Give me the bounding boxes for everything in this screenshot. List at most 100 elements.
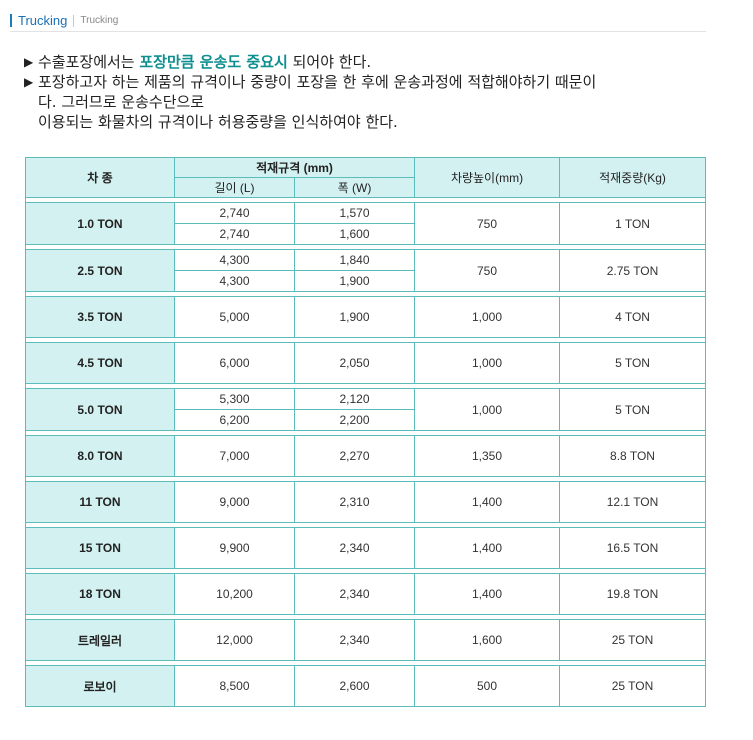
table-row: 11 TON 9,000 2,310 1,400 12.1 TON: [25, 481, 707, 523]
row-spacer-cell: [24, 291, 707, 297]
cell-width: 2,600: [293, 665, 416, 707]
row-spacer-cell: [24, 660, 707, 666]
row-spacer: [24, 660, 707, 666]
truck-spec-table: 차 종 적재규격 (mm) 차량높이(mm) 적재중량(Kg) 길이 (L) 폭…: [24, 157, 707, 707]
cell-width: 2,310: [293, 481, 416, 523]
cell-length: 9,000: [174, 481, 295, 523]
cell-vehicle-height: 750: [414, 249, 561, 292]
table-row: 4.5 TON 6,000 2,050 1,000 5 TON: [25, 342, 707, 384]
intro-line-2: ▶ 포장하고자 하는 제품의 규격이나 중량이 포장을 한 후에 운송과정에 적…: [24, 72, 714, 92]
cell-length: 8,500: [174, 665, 295, 707]
row-spacer: [24, 291, 707, 297]
row-spacer: [24, 197, 707, 203]
cell-length: 5,300: [174, 388, 295, 410]
cell-width: 2,340: [293, 527, 416, 569]
row-spacer: [24, 614, 707, 620]
cell-width: 1,900: [293, 270, 416, 292]
cell-length: 6,200: [174, 409, 295, 431]
cell-width: 2,050: [293, 342, 416, 384]
header-load: 적재중량(Kg): [559, 157, 707, 198]
cell-truck-type: 2.5 TON: [25, 249, 175, 292]
cell-load-weight: 25 TON: [559, 619, 707, 661]
cell-vehicle-height: 1,400: [414, 481, 561, 523]
cell-length: 4,300: [174, 249, 295, 271]
row-spacer-cell: [24, 337, 707, 343]
row-spacer: [24, 430, 707, 436]
cell-length: 7,000: [174, 435, 295, 477]
cell-vehicle-height: 1,350: [414, 435, 561, 477]
breadcrumb: Trucking: [80, 15, 119, 26]
cell-vehicle-height: 1,000: [414, 388, 561, 431]
cell-width: 1,840: [293, 249, 416, 271]
table-row: 5.0 TON 5,300 2,120 1,000 5 TON: [25, 388, 707, 431]
cell-vehicle-height: 1,000: [414, 296, 561, 338]
cell-length: 6,000: [174, 342, 295, 384]
page-title: Trucking: [18, 13, 68, 28]
intro-highlight: 포장만큼 운송도 중요시: [139, 53, 288, 71]
row-spacer-cell: [24, 244, 707, 250]
row-spacer-cell: [24, 522, 707, 528]
row-spacer-cell: [24, 568, 707, 574]
table-row: 6,200 2,200: [26, 409, 706, 431]
cell-width: 2,270: [293, 435, 416, 477]
row-spacer-cell: [24, 197, 707, 203]
title-accent-bar: [10, 14, 12, 27]
title-divider: [73, 14, 75, 27]
header-type: 차 종: [25, 157, 175, 198]
cell-truck-type: 로보이: [25, 665, 175, 707]
cell-vehicle-height: 1,600: [414, 619, 561, 661]
cell-width: 2,340: [293, 573, 416, 615]
table-header: 차 종 적재규격 (mm) 차량높이(mm) 적재중량(Kg) 길이 (L) 폭…: [25, 157, 707, 198]
row-spacer: [24, 522, 707, 528]
cell-width: 1,600: [293, 223, 416, 245]
cell-load-weight: 19.8 TON: [559, 573, 707, 615]
intro-line-3: 다. 그러므로 운송수단으로: [38, 93, 205, 111]
table-row: 8.0 TON 7,000 2,270 1,350 8.8 TON: [25, 435, 707, 477]
row-spacer: [24, 568, 707, 574]
table-body: 1.0 TON 2,740 1,570 750 1 TON 2,740 1,600 2.5 T…: [24, 197, 707, 707]
table-row: 18 TON 10,200 2,340 1,400 19.8 TON: [25, 573, 707, 615]
row-spacer: [24, 383, 707, 389]
table-row: 4,300 1,900: [26, 270, 706, 292]
cell-load-weight: 25 TON: [559, 665, 707, 707]
header-length: 길이 (L): [174, 177, 295, 198]
cell-truck-type: 3.5 TON: [25, 296, 175, 338]
table-row: 트레일러 12,000 2,340 1,600 25 TON: [25, 619, 707, 661]
cell-truck-type: 5.0 TON: [25, 388, 175, 431]
table-row: 2,740 1,600: [26, 223, 706, 245]
row-spacer: [24, 337, 707, 343]
page-header: Trucking Trucking: [10, 10, 706, 32]
cell-load-weight: 16.5 TON: [559, 527, 707, 569]
cell-length: 2,740: [174, 202, 295, 224]
row-spacer-cell: [24, 383, 707, 389]
cell-length: 10,200: [174, 573, 295, 615]
triangle-bullet-icon: ▶: [24, 55, 34, 69]
cell-width: 2,200: [293, 409, 416, 431]
table-row: 2.5 TON 4,300 1,840 750 2.75 TON: [25, 249, 707, 292]
row-spacer-cell: [24, 476, 707, 482]
table-row: 15 TON 9,900 2,340 1,400 16.5 TON: [25, 527, 707, 569]
cell-load-weight: 8.8 TON: [559, 435, 707, 477]
cell-width: 1,900: [293, 296, 416, 338]
triangle-bullet-icon: ▶: [24, 75, 34, 89]
row-spacer: [24, 244, 707, 250]
row-spacer: [24, 476, 707, 482]
cell-load-weight: 1 TON: [559, 202, 707, 245]
cell-vehicle-height: 1,000: [414, 342, 561, 384]
intro-line-2-text: 포장하고자 하는 제품의 규격이나 중량이 포장을 한 후에 운송과정에 적합해…: [38, 73, 597, 91]
cell-vehicle-height: 500: [414, 665, 561, 707]
header-width: 폭 (W): [293, 177, 416, 198]
cell-truck-type: 트레일러: [25, 619, 175, 661]
intro-line-4: 이용되는 화물차의 규격이나 허용중량을 인식하여야 한다.: [38, 113, 398, 131]
cell-width: 1,570: [293, 202, 416, 224]
intro-line-1: ▶ 수출포장에서는 포장만큼 운송도 중요시 되어야 한다.: [24, 52, 714, 72]
cell-truck-type: 8.0 TON: [25, 435, 175, 477]
cell-length: 12,000: [174, 619, 295, 661]
cell-load-weight: 4 TON: [559, 296, 707, 338]
cell-vehicle-height: 1,400: [414, 573, 561, 615]
cell-truck-type: 1.0 TON: [25, 202, 175, 245]
intro-text: ▶ 수출포장에서는 포장만큼 운송도 중요시 되어야 한다. ▶ 포장하고자 하…: [24, 52, 714, 132]
cell-length: 4,300: [174, 270, 295, 292]
row-spacer-cell: [24, 430, 707, 436]
intro-line-1-post: 되어야 한다.: [287, 53, 372, 71]
